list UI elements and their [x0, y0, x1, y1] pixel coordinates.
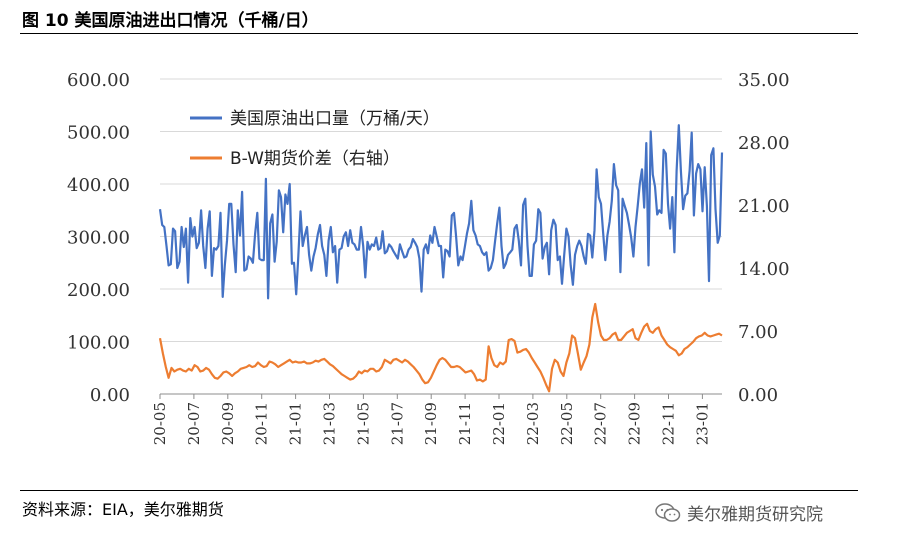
x-axis-ticks: 20-05 20-07 20-09 20-11 21-01 21-03 21-05 21-07…	[151, 394, 711, 445]
legend: 美国原油出口量（万桶/天） B-W期货价差（右轴）	[190, 109, 440, 169]
x-tick-label: 22-11	[660, 402, 678, 445]
right-tick-label: 14.00	[738, 259, 790, 280]
x-tick-label: 20-09	[219, 402, 237, 445]
x-tick-label: 21-03	[321, 402, 339, 445]
watermark: 美尔雅期货研究院	[655, 500, 823, 525]
left-tick-label: 100.00	[67, 333, 130, 354]
right-axis-ticks: 0.00 7.00 14.00 21.00 28.00 35.00	[738, 70, 790, 406]
left-tick-label: 400.00	[67, 175, 130, 196]
x-tick-label: 22-03	[524, 402, 542, 445]
series-line-exports	[158, 124, 724, 300]
right-tick-label: 0.00	[738, 385, 778, 406]
x-tick-label: 22-01	[490, 402, 508, 445]
x-tick-label: 22-05	[558, 402, 576, 445]
x-tick-label: 22-07	[592, 402, 610, 445]
x-tick-label: 21-11	[456, 402, 474, 445]
page-title: 图 10 美国原油进出口情况（千桶/日）	[22, 11, 319, 31]
x-tick-label: 20-07	[185, 402, 203, 445]
x-tick-label: 21-09	[422, 402, 440, 445]
title-divider	[20, 33, 858, 34]
x-tick-label: 23-01	[693, 402, 711, 445]
right-tick-label: 28.00	[738, 133, 790, 154]
left-tick-label: 500.00	[67, 123, 130, 144]
wechat-icon	[655, 502, 681, 522]
source-note: 资料来源：EIA，美尔雅期货	[22, 500, 224, 519]
series-line-spread	[158, 302, 723, 393]
left-tick-label: 300.00	[67, 228, 130, 249]
x-tick-label: 20-11	[253, 402, 271, 445]
x-tick-label: 20-05	[151, 402, 169, 445]
series-layer	[158, 124, 724, 393]
right-tick-label: 35.00	[738, 70, 790, 91]
legend-label-exports: 美国原油出口量（万桶/天）	[230, 109, 440, 129]
left-tick-label: 200.00	[67, 280, 130, 301]
gridlines	[160, 78, 722, 342]
x-tick-label: 21-01	[287, 402, 305, 445]
x-tick-label: 21-05	[354, 402, 372, 445]
right-tick-label: 7.00	[738, 322, 778, 343]
dual-axis-line-chart: 0.00 100.00 200.00 300.00 400.00 500.00 600.00…	[67, 70, 790, 445]
left-tick-label: 0.00	[90, 385, 130, 406]
right-tick-label: 21.00	[738, 196, 790, 217]
left-tick-label: 600.00	[67, 70, 130, 91]
watermark-text: 美尔雅期货研究院	[687, 505, 823, 525]
left-axis-ticks: 0.00 100.00 200.00 300.00 400.00 500.00 600.00	[67, 70, 130, 406]
x-tick-label: 21-07	[388, 402, 406, 445]
x-tick-label: 22-09	[626, 402, 644, 445]
footer-divider	[20, 490, 858, 491]
legend-label-spread: B-W期货价差（右轴）	[230, 149, 400, 169]
